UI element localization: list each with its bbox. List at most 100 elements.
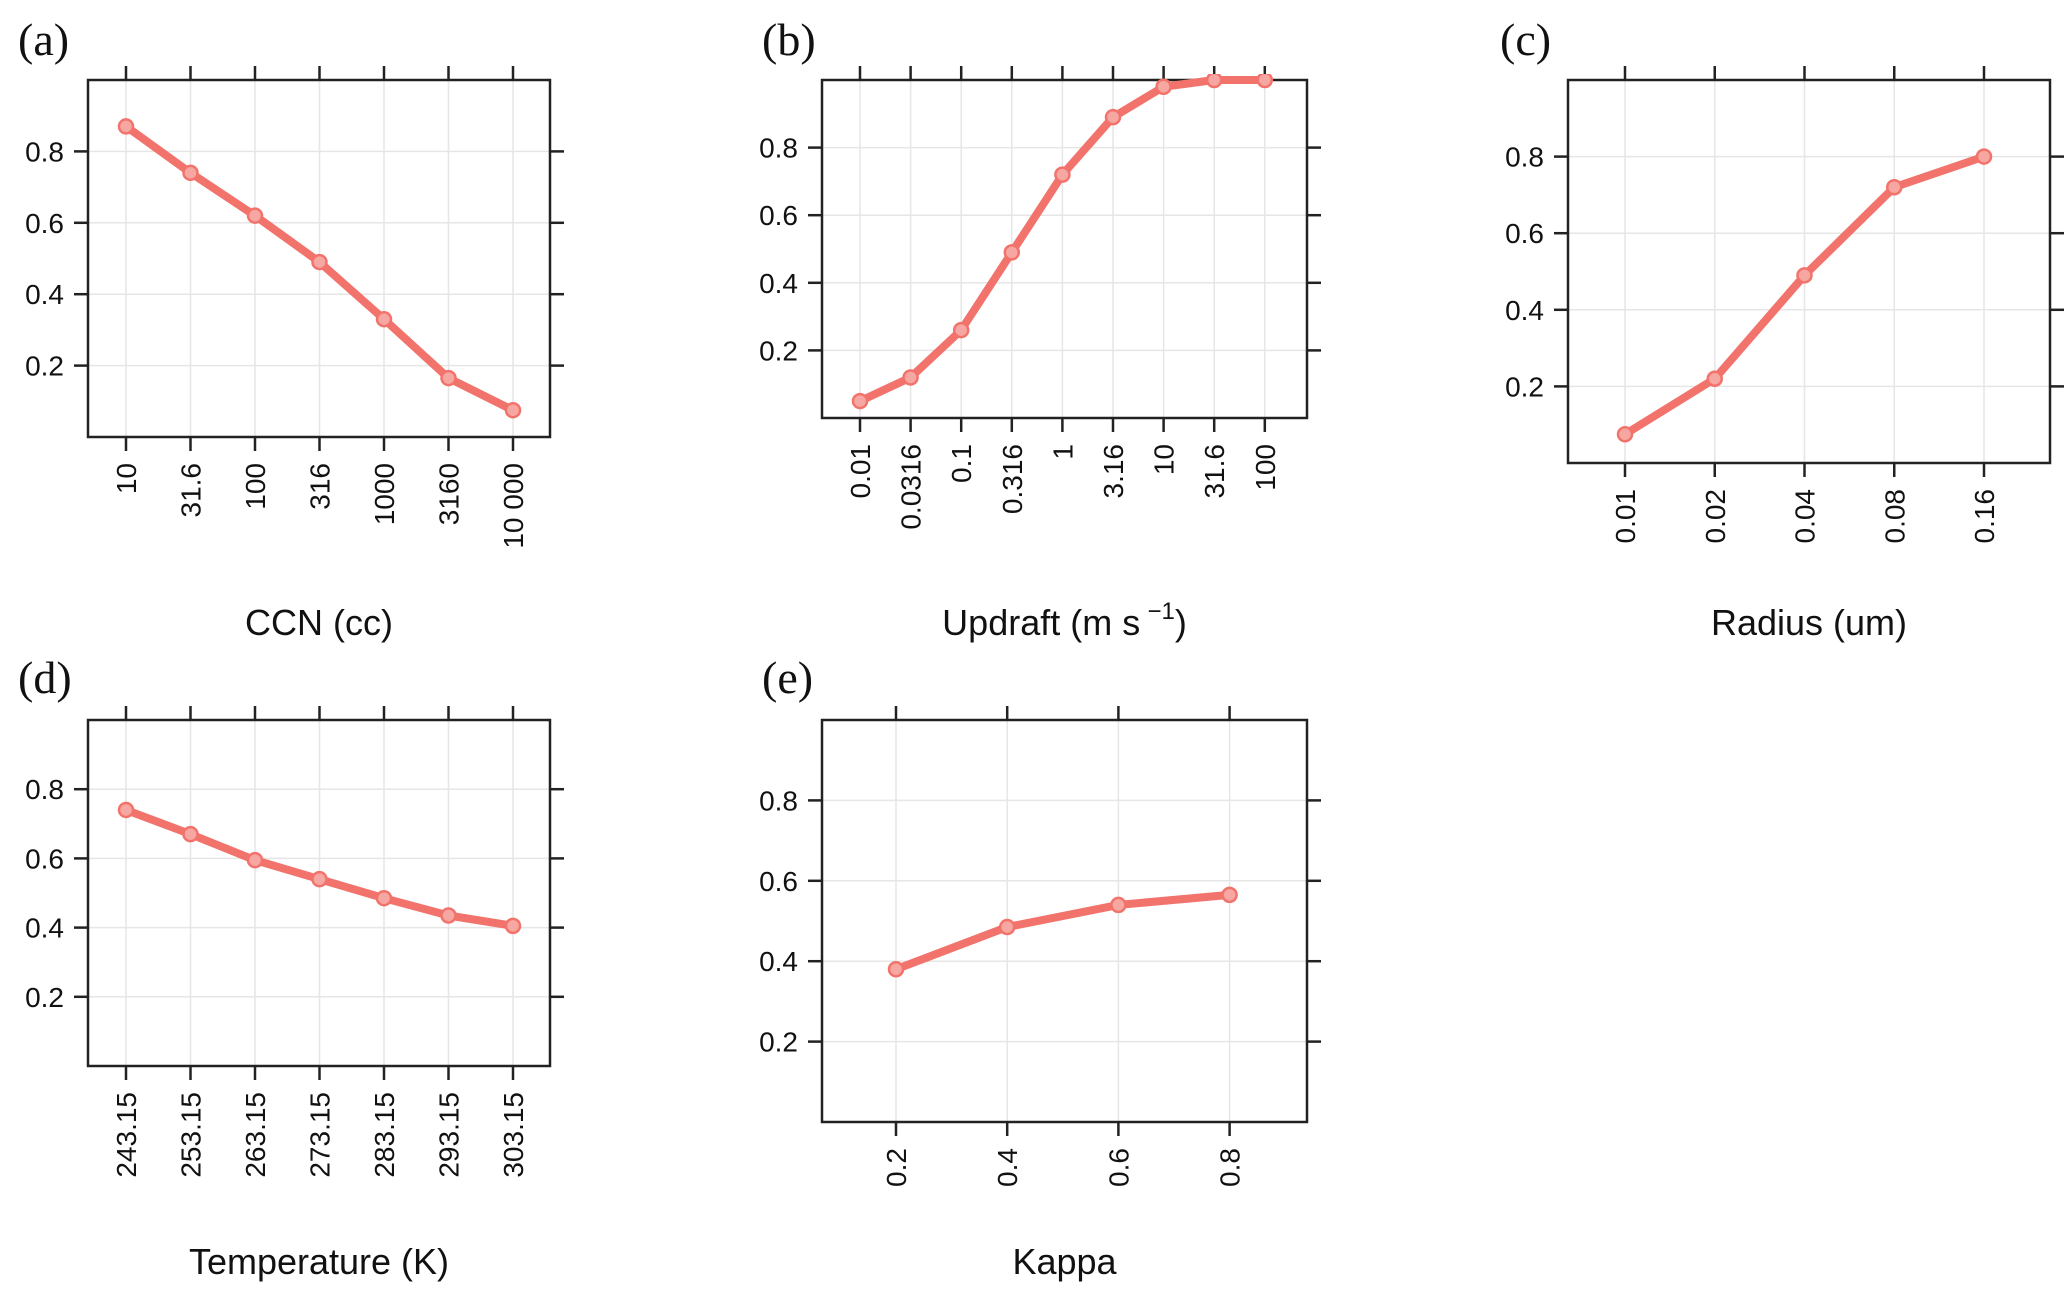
x-tick-label: 263.15 [240, 1092, 271, 1178]
x-tick-label: 0.8 [1215, 1148, 1246, 1187]
y-tick-label: 0.4 [25, 279, 64, 310]
panel-letter: (d) [18, 652, 72, 703]
data-point [1616, 426, 1634, 443]
data-point [1205, 74, 1223, 89]
y-tick-label: 0.2 [759, 335, 798, 366]
grid [88, 720, 550, 1066]
y-tick-label: 0.8 [759, 133, 798, 164]
data-point [887, 960, 905, 978]
series [887, 886, 1238, 978]
plot-frame [820, 78, 1309, 420]
y-tick-label: 0.6 [25, 208, 64, 239]
y-tick-label: 0.6 [25, 843, 64, 874]
data-point [1054, 166, 1071, 183]
data-point [375, 310, 393, 328]
tick-marks [74, 66, 564, 451]
x-tick-label: 0.08 [1879, 489, 1910, 544]
y-tick-label: 0.2 [25, 351, 64, 382]
panel-4: (e) 0.2 0.4 0.6 0.8 0.2 0.4 0.6 0.8 Kappa [759, 652, 1321, 1282]
data-point [998, 918, 1016, 936]
data-point [1221, 886, 1238, 904]
series-line [892, 890, 1234, 974]
series [851, 74, 1274, 410]
data-point [1003, 244, 1021, 261]
data-point [1155, 78, 1172, 96]
data-point [504, 401, 522, 419]
data-point [246, 851, 264, 869]
x-tick-label: 100 [1250, 444, 1281, 491]
grid [822, 80, 1307, 418]
data-point [440, 369, 457, 387]
y-tick-label: 0.4 [759, 268, 798, 299]
tick-marks [808, 66, 1321, 432]
panel-letter: (b) [762, 14, 816, 65]
y-tick-label: 0.8 [25, 136, 64, 167]
grid [822, 720, 1307, 1122]
x-tick-label: 100 [240, 463, 271, 510]
x-tick-label: 0.16 [1969, 489, 2000, 544]
x-axis-title: Radius (um) [1711, 602, 1907, 643]
plot-frame [820, 718, 1309, 1124]
data-point [1975, 148, 1993, 165]
series [117, 118, 522, 419]
data-point [952, 321, 970, 339]
x-tick-label: 10 [111, 463, 142, 494]
x-tick-label: 1 [1047, 444, 1078, 460]
data-point [117, 118, 135, 135]
data-point [246, 207, 264, 224]
x-tick-label: 0.316 [997, 444, 1028, 514]
x-tick-label: 293.15 [434, 1092, 465, 1178]
x-tick-label: 0.0316 [896, 444, 927, 530]
x-tick-label: 31.6 [1199, 444, 1230, 499]
y-tick-label: 0.4 [25, 913, 64, 944]
x-tick-label: 3.16 [1098, 444, 1129, 499]
tick-marks [74, 706, 564, 1080]
series [1616, 148, 1993, 443]
panel-letter: (c) [1500, 14, 1551, 65]
data-point [1256, 74, 1274, 89]
data-point [1796, 267, 1813, 284]
x-tick-label: 0.01 [845, 444, 876, 499]
data-point [1886, 178, 1903, 196]
panel-0: (a) 0.2 0.4 0.6 0.8 10 31.6 100 316 1000 3160 10 00… [18, 14, 564, 643]
data-point [440, 907, 457, 924]
x-tick-label: 303.15 [498, 1092, 529, 1178]
x-tick-label: 243.15 [111, 1092, 142, 1178]
y-tick-label: 0.4 [1505, 295, 1544, 326]
x-tick-label: 1000 [369, 463, 400, 525]
x-tick-label: 0.4 [992, 1148, 1023, 1187]
panel-1: (b) 0.2 0.4 0.6 0.8 0.01 0.0316 0.1 0.316 1 3.16 10… [759, 14, 1321, 643]
data-point [851, 392, 869, 410]
data-point [311, 253, 328, 271]
x-tick-label: 0.1 [946, 444, 977, 483]
y-tick-label: 0.6 [1505, 218, 1544, 249]
y-tick-label: 0.6 [759, 200, 798, 231]
data-point [1110, 896, 1127, 914]
data-point [1706, 370, 1723, 387]
x-tick-label: 0.01 [1610, 489, 1641, 544]
y-tick-label: 0.8 [759, 785, 798, 816]
panel-letter: (a) [18, 14, 69, 65]
x-axis-title: Updraft (m s −1) [942, 598, 1187, 643]
x-tick-label: 283.15 [369, 1092, 400, 1178]
panel-letter: (e) [762, 652, 813, 703]
x-tick-label: 0.04 [1790, 489, 1821, 544]
data-point [182, 164, 199, 182]
x-axis-title: Kappa [1012, 1241, 1117, 1282]
plot-frame [1566, 78, 2052, 465]
x-tick-label: 0.6 [1103, 1148, 1134, 1187]
data-point [375, 889, 393, 907]
panel-3: (d) 0.2 0.4 0.6 0.8 243.15 253.15 263.15 273.15 2… [18, 652, 564, 1282]
x-tick-label: 316 [305, 463, 336, 510]
tick-marks [808, 706, 1321, 1136]
x-tick-label: 31.6 [176, 463, 207, 518]
data-point [1104, 108, 1122, 126]
grid [1568, 80, 2050, 463]
y-tick-label: 0.2 [759, 1027, 798, 1058]
x-tick-label: 10 000 [498, 463, 529, 549]
data-point [117, 801, 135, 819]
x-tick-label: 253.15 [176, 1092, 207, 1178]
y-tick-label: 0.8 [25, 774, 64, 805]
y-tick-label: 0.8 [1505, 142, 1544, 173]
